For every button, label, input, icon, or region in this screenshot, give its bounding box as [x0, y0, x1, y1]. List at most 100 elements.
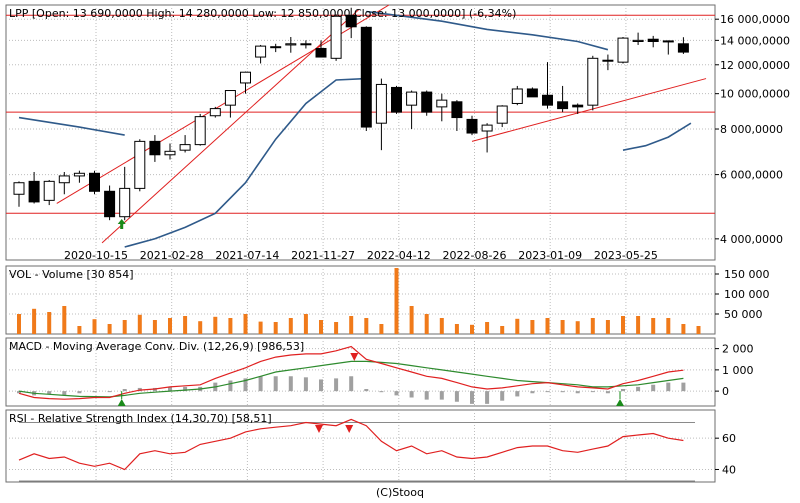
volume-bar — [424, 314, 429, 334]
rsi-header: RSI - Relative Strength Index (14,30,70)… — [9, 412, 272, 425]
candle — [391, 85, 402, 114]
volume-bar — [485, 322, 490, 334]
moving-average-line — [622, 122, 692, 151]
candle-body — [526, 88, 538, 98]
candle — [602, 54, 614, 71]
candle — [240, 71, 251, 94]
volume-bar — [62, 306, 67, 334]
volume-panel: 50 000 100 000 150 000 VOL - Volume [30 85… — [5, 265, 770, 335]
volume-bar — [621, 316, 625, 334]
volume-bar — [575, 321, 580, 334]
candle-body — [179, 144, 191, 151]
rsi-sell-arrow — [315, 425, 323, 433]
candle-body — [677, 43, 689, 53]
volume-bar — [696, 326, 701, 334]
candle-body — [194, 116, 206, 146]
macd-histogram-bar — [62, 391, 67, 395]
volume-bar — [122, 320, 127, 334]
volume-bar — [681, 324, 686, 334]
candle — [89, 170, 100, 195]
price-y-tick-label: 10 000,0000 — [720, 88, 790, 101]
macd-histogram-bar — [454, 391, 459, 402]
candle-body — [557, 101, 569, 110]
candle-body — [149, 140, 161, 156]
macd-sell-arrow — [350, 353, 359, 361]
candle-body — [406, 91, 418, 106]
volume-bar — [636, 316, 641, 334]
volume-bar — [379, 324, 384, 334]
candle-body — [330, 15, 342, 59]
macd-histogram-bar — [530, 391, 535, 394]
price-x-tick-label: 2021-07-14 — [215, 249, 279, 262]
macd-y-tick-label: 0 — [722, 385, 729, 398]
price-moving-averages — [18, 10, 692, 248]
candle — [481, 123, 493, 153]
volume-bar — [47, 312, 52, 334]
macd-panel: 0 1 000 2 000 MACD - Moving Average Conv. … — [5, 337, 754, 407]
candle — [73, 170, 85, 183]
candle — [58, 171, 70, 195]
candle — [13, 181, 25, 207]
moving-average-line — [124, 77, 367, 248]
volume-bar — [137, 314, 142, 334]
candle — [557, 85, 569, 113]
credit-text: (C)Stooq — [376, 486, 424, 499]
volume-y-tick-label: 50 000 — [724, 308, 763, 321]
candle — [572, 103, 584, 114]
candle-body — [28, 180, 40, 203]
rsi-signal-arrows — [315, 425, 354, 433]
price-header: LPP [Open: 13 690,0000 High: 14 280,0000… — [9, 7, 516, 20]
price-signal-arrows — [117, 219, 126, 229]
price-grid — [6, 5, 715, 260]
macd-y-tick-label: 2 000 — [722, 343, 754, 356]
candle-body — [632, 39, 644, 42]
price-x-tick-label: 2022-08-26 — [443, 249, 507, 262]
macd-histogram-bar — [666, 382, 671, 392]
candle — [662, 40, 674, 55]
candle-body — [119, 187, 131, 218]
moving-average-line — [366, 10, 609, 51]
volume-bar — [273, 322, 278, 334]
macd-histogram-bar — [183, 386, 188, 392]
price-candles — [13, 7, 689, 221]
volume-bar — [213, 316, 218, 334]
price-y-tick-label: 6 000,0000 — [720, 169, 783, 182]
volume-bar — [319, 320, 323, 334]
volume-y-tick-label: 150 000 — [724, 268, 770, 281]
volume-bar — [560, 320, 565, 334]
candle-body — [617, 37, 629, 63]
candle — [466, 115, 478, 136]
candle-body — [647, 38, 659, 42]
macd-histogram-bar — [168, 386, 172, 392]
rsi-line — [18, 418, 684, 471]
candle-body — [662, 40, 674, 43]
price-x-tick-label: 2023-05-25 — [594, 249, 658, 262]
candle-body — [375, 83, 387, 124]
candle — [179, 135, 191, 153]
volume-bar — [515, 318, 520, 334]
volume-bar — [107, 324, 112, 334]
candle — [526, 87, 538, 98]
macd-histogram-bar — [605, 391, 610, 394]
price-y-tick-label: 4 000,0000 — [720, 233, 783, 246]
candle-body — [421, 91, 433, 113]
candle — [300, 40, 312, 49]
candle — [421, 90, 433, 116]
volume-bar — [439, 318, 444, 334]
price-x-tick-label: 2021-02-28 — [140, 249, 204, 262]
candle-body — [542, 94, 553, 106]
candle-body — [240, 71, 251, 84]
rsi-panel: 40 60 RSI - Relative Strength Index (14,3… — [5, 409, 736, 483]
price-panel: 4 000,0000 6 000,0000 8 000,0000 10 000,000… — [5, 4, 790, 262]
macd-histogram-bar — [409, 391, 414, 398]
volume-bars — [17, 268, 701, 334]
macd-histogram-bar — [515, 391, 520, 397]
rsi-y-tick-labels: 40 60 — [715, 432, 736, 476]
candle — [224, 90, 236, 118]
candle-body — [360, 26, 372, 128]
volume-bar — [32, 308, 37, 334]
candle-body — [511, 88, 523, 104]
volume-bar — [470, 324, 474, 334]
candle — [451, 100, 463, 132]
volume-bar — [454, 324, 459, 334]
